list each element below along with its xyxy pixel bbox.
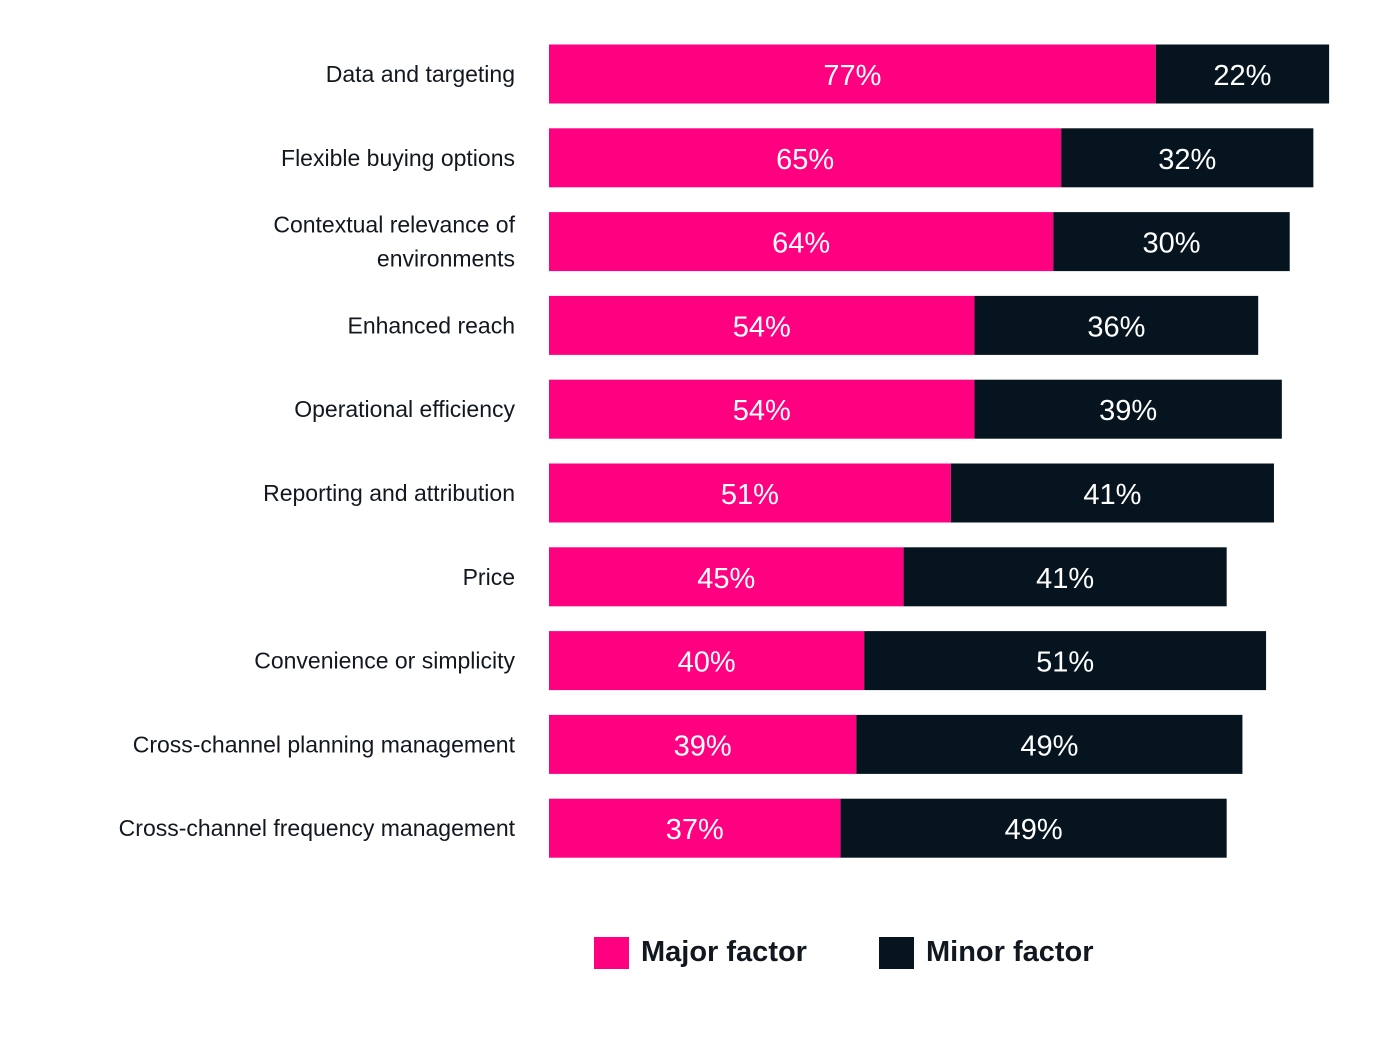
bar-major-factor [549, 295, 975, 355]
data-label-minor: 36% [1087, 311, 1145, 343]
bar-major-factor [549, 547, 904, 607]
bar-minor-factor [1155, 44, 1330, 104]
legend-item-major: Major factor [594, 936, 807, 969]
bar-major-factor [549, 212, 1054, 272]
data-label-major: 39% [674, 730, 732, 762]
data-label-major: 54% [733, 311, 791, 343]
category-label-line: Flexible buying options [281, 145, 515, 171]
data-label-minor: 30% [1142, 228, 1200, 260]
category-label-line: Cross-channel planning management [133, 731, 516, 757]
bar-minor-factor [950, 463, 1274, 523]
category-label: Enhanced reach [347, 312, 515, 338]
bar-minor-factor [1061, 128, 1314, 188]
bar-major-factor [549, 631, 865, 691]
category-label: Contextual relevance of environments [273, 212, 515, 272]
category-label: Price [463, 564, 515, 590]
category-label-line: Enhanced reach [347, 312, 515, 338]
data-label-major: 64% [772, 228, 830, 260]
data-label-minor: 32% [1158, 144, 1216, 176]
data-label-major: 45% [697, 563, 755, 595]
category-label: Reporting and attribution [263, 480, 515, 506]
bar-major-factor [549, 379, 975, 439]
category-label-line: Cross-channel frequency management [119, 815, 516, 841]
category-label-line: Contextual relevance of [273, 212, 515, 238]
bar-major-factor [549, 463, 951, 523]
legend-swatch-minor [878, 936, 914, 969]
data-label-minor: 22% [1213, 60, 1271, 92]
category-label-line: Operational efficiency [294, 396, 515, 422]
data-label-minor: 41% [1083, 479, 1141, 511]
category-label: Operational efficiency [294, 396, 515, 422]
category-label: Cross-channel frequency management [119, 815, 516, 841]
data-label-major: 77% [823, 60, 881, 92]
category-label-line: environments [377, 246, 515, 272]
data-label-minor: 49% [1020, 730, 1078, 762]
legend-item-minor: Minor factor [878, 936, 1094, 969]
bar-major-factor [549, 798, 841, 858]
data-label-major: 54% [733, 395, 791, 427]
data-label-major: 51% [721, 479, 779, 511]
bar-minor-factor [864, 631, 1267, 691]
category-label-line: Reporting and attribution [263, 480, 515, 506]
legend-label-minor: Minor factor [925, 936, 1094, 968]
bar-minor-factor [840, 798, 1227, 858]
category-label: Flexible buying options [281, 145, 515, 171]
bar-major-factor [549, 44, 1156, 104]
category-label-line: Convenience or simplicity [254, 648, 515, 674]
legend-label-major: Major factor [641, 936, 807, 968]
data-label-major: 37% [666, 814, 724, 846]
data-label-minor: 49% [1005, 814, 1063, 846]
chart-legend: Major factor Minor factor [594, 936, 1166, 969]
legend-swatch-major [594, 936, 629, 969]
data-label-minor: 41% [1036, 563, 1094, 595]
bar-minor-factor [903, 547, 1227, 607]
bar-major-factor [549, 128, 1062, 188]
data-label-minor: 39% [1099, 395, 1157, 427]
data-label-major: 65% [776, 144, 834, 176]
bar-minor-factor [856, 714, 1243, 774]
bar-minor-factor [1053, 212, 1290, 272]
bar-major-factor [549, 714, 857, 774]
category-label: Data and targeting [326, 61, 515, 87]
bar-minor-factor [974, 379, 1282, 439]
data-label-major: 40% [678, 647, 736, 679]
category-label: Convenience or simplicity [254, 648, 515, 674]
data-label-minor: 51% [1036, 647, 1094, 679]
category-label-line: Data and targeting [326, 61, 515, 87]
category-label: Cross-channel planning management [133, 731, 516, 757]
bar-minor-factor [974, 295, 1259, 355]
category-label-line: Price [463, 564, 515, 590]
